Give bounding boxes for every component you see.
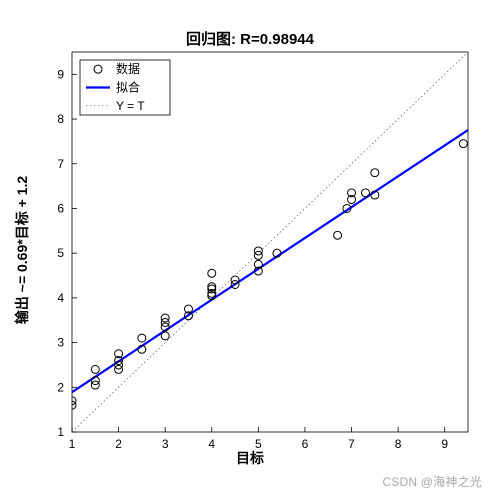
- x-tick-label: 3: [162, 437, 169, 451]
- x-tick-label: 2: [115, 437, 122, 451]
- y-tick-label: 8: [57, 112, 64, 126]
- y-tick-label: 3: [57, 336, 64, 350]
- x-tick-label: 1: [69, 437, 76, 451]
- x-tick-label: 9: [441, 437, 448, 451]
- data-point: [161, 332, 169, 340]
- data-point: [208, 269, 216, 277]
- data-point: [371, 169, 379, 177]
- data-point: [138, 334, 146, 342]
- fit-line: [72, 130, 468, 392]
- x-tick-label: 7: [348, 437, 355, 451]
- chart-container: 回归图: R=0.98944 输出 ~= 0.69*目标 + 1.2 目标 CS…: [0, 0, 500, 500]
- y-tick-label: 1: [57, 425, 64, 439]
- y-tick-label: 6: [57, 201, 64, 215]
- legend-label: 数据: [116, 61, 140, 76]
- y-tick-label: 4: [57, 291, 64, 305]
- data-point: [91, 365, 99, 373]
- x-tick-label: 6: [302, 437, 309, 451]
- data-point: [362, 189, 370, 197]
- x-tick-label: 5: [255, 437, 262, 451]
- x-tick-label: 4: [208, 437, 215, 451]
- y-tick-label: 9: [57, 67, 64, 81]
- y-tick-label: 2: [57, 380, 64, 394]
- legend-label: 拟合: [116, 80, 140, 95]
- chart-svg: 1 2 3 4 5 6 7 8 9 1 2 3 4 5 6 7 8 9 数据拟合 Y = T: [0, 0, 500, 500]
- y-tick-label: 7: [57, 157, 64, 171]
- y-tick-label: 5: [57, 246, 64, 260]
- data-point: [334, 231, 342, 239]
- data-point: [459, 140, 467, 148]
- x-tick-label: 8: [395, 437, 402, 451]
- legend-label: Y = T: [116, 99, 145, 113]
